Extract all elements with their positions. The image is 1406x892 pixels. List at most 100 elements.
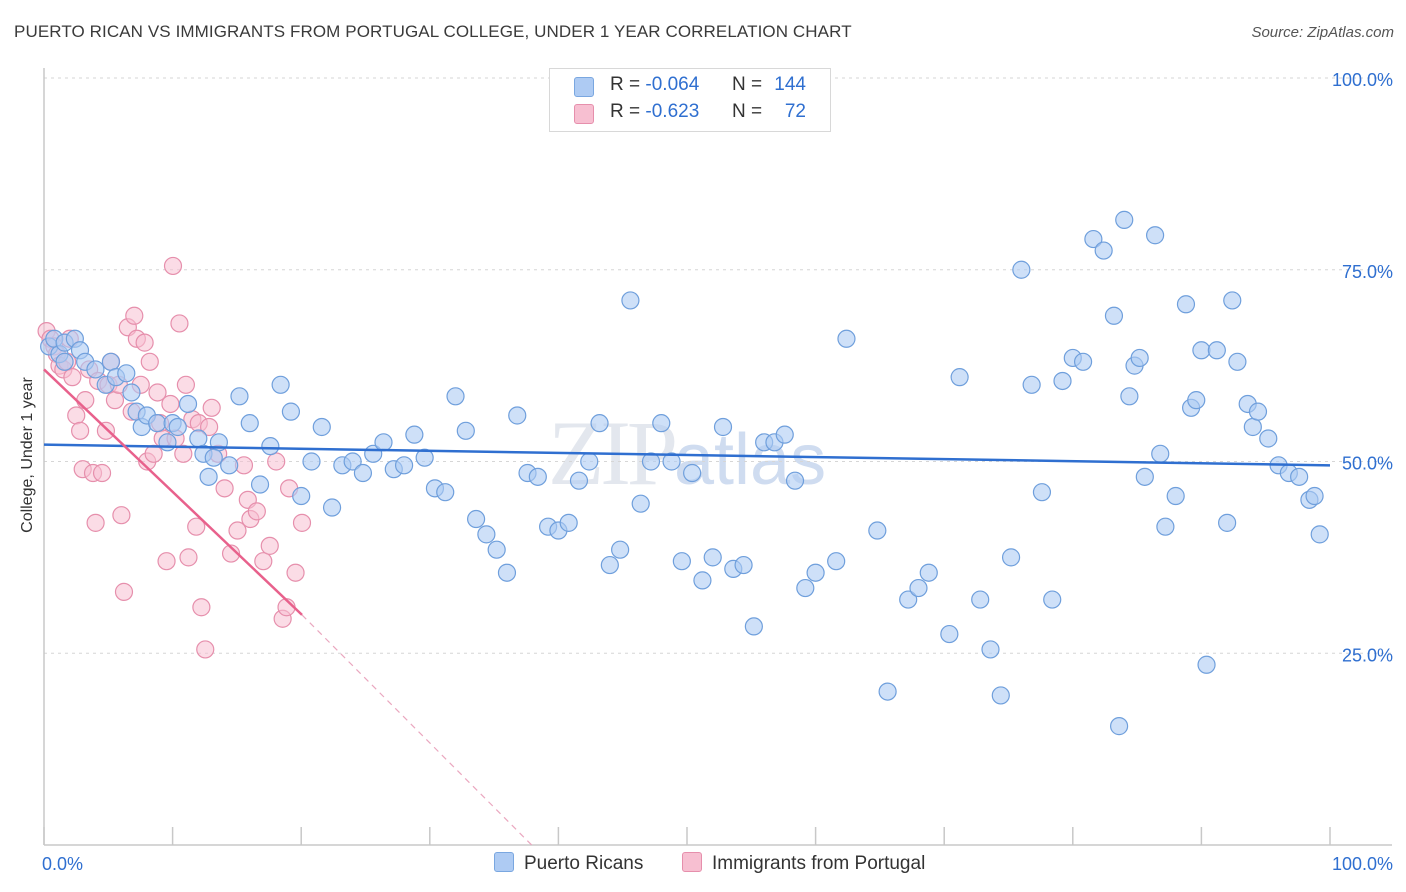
data-point-portugal — [157, 552, 176, 571]
data-point-puerto-rican — [1146, 226, 1165, 245]
data-point-puerto-rican — [950, 368, 969, 387]
data-point-puerto-rican — [713, 417, 733, 437]
bottom-legend-swatch-blue — [494, 852, 514, 872]
data-point-puerto-rican — [446, 387, 465, 406]
x-tick-label: 0.0% — [42, 854, 83, 874]
data-point-puerto-rican — [477, 525, 496, 544]
data-point-puerto-rican — [312, 417, 331, 437]
data-point-puerto-rican — [343, 452, 362, 471]
grid-lines — [44, 77, 1392, 654]
data-point-puerto-rican — [168, 417, 187, 437]
y-tick-label: 75.0% — [1342, 262, 1393, 282]
data-point-portugal — [125, 306, 144, 325]
y-tick-label: 50.0% — [1342, 454, 1393, 474]
data-point-portugal — [170, 314, 189, 333]
data-point-puerto-rican — [991, 686, 1010, 705]
data-point-puerto-rican — [827, 552, 846, 571]
data-point-puerto-rican — [1109, 717, 1129, 736]
data-point-puerto-rican — [497, 563, 517, 582]
data-point-puerto-rican — [101, 352, 120, 371]
data-point-puerto-rican — [1053, 371, 1072, 391]
legend-r-label: R = — [610, 74, 641, 95]
data-point-puerto-rican — [734, 555, 753, 575]
data-point-puerto-rican — [1012, 260, 1031, 279]
legend-n-value: 72 — [784, 101, 806, 122]
chart-source: Source: ZipAtlas.com — [1251, 24, 1394, 41]
data-point-puerto-rican — [1094, 241, 1113, 260]
data-point-portugal — [267, 452, 286, 471]
axes — [43, 68, 1392, 846]
data-point-puerto-rican — [240, 414, 259, 433]
bottom-legend-immigrants-from-portugal: Immigrants from Portugal — [682, 852, 925, 875]
data-point-puerto-rican — [909, 578, 928, 598]
data-point-puerto-rican — [899, 590, 918, 609]
data-point-puerto-rican — [590, 414, 609, 433]
data-point-puerto-rican — [1073, 352, 1093, 371]
data-point-puerto-rican — [86, 360, 105, 379]
legend-swatch-pink — [574, 104, 594, 124]
data-point-puerto-rican — [1022, 375, 1041, 394]
data-point-puerto-rican — [600, 555, 619, 575]
data-point-portugal — [114, 582, 134, 601]
data-point-portugal — [163, 256, 183, 276]
x-tick-label: 100.0% — [1332, 854, 1393, 874]
data-point-puerto-rican — [1228, 352, 1247, 371]
data-point-puerto-rican — [981, 640, 1000, 659]
data-point-puerto-rican — [744, 617, 763, 636]
data-point-puerto-rican — [652, 414, 671, 433]
bottom-legend-label: Immigrants from Portugal — [712, 853, 926, 874]
data-point-puerto-rican — [672, 552, 691, 571]
data-point-puerto-rican — [1032, 483, 1052, 502]
legend-n-label: N = — [732, 74, 763, 95]
data-point-portugal — [247, 502, 266, 521]
data-point-puerto-rican — [1043, 590, 1062, 609]
data-point-portugal — [96, 421, 116, 440]
data-point-portugal — [196, 640, 215, 659]
legend-n-value: 144 — [774, 74, 806, 95]
data-point-puerto-rican — [302, 452, 321, 471]
data-point-puerto-rican — [220, 456, 239, 475]
data-point-puerto-rican — [508, 406, 527, 425]
data-point-portugal — [174, 444, 193, 463]
data-point-puerto-rican — [1248, 402, 1268, 421]
data-point-puerto-rican — [415, 448, 434, 467]
data-point-puerto-rican — [199, 467, 218, 486]
data-point-portugal — [260, 536, 279, 555]
data-point-puerto-rican — [271, 375, 290, 394]
data-point-puerto-rican — [1176, 295, 1196, 314]
data-point-puerto-rican — [1130, 348, 1149, 368]
correlation-legend: R = -0.064 N = 144 R = -0.623 N = 72 — [549, 68, 831, 132]
data-point-portugal — [187, 517, 206, 536]
data-point-puerto-rican — [394, 456, 414, 475]
data-point-puerto-rican — [353, 463, 373, 483]
data-point-portugal — [202, 398, 221, 417]
data-point-portugal — [86, 513, 105, 532]
data-point-puerto-rican — [868, 521, 887, 540]
data-point-puerto-rican — [204, 448, 223, 467]
data-point-portugal — [148, 383, 167, 402]
data-point-puerto-rican — [559, 513, 578, 532]
data-point-portugal — [140, 352, 159, 371]
data-point-puerto-rican — [1115, 210, 1134, 229]
data-point-portugal — [67, 406, 86, 425]
legend-r-label: R = — [610, 101, 641, 122]
data-point-portugal — [292, 513, 312, 532]
data-point-portugal — [200, 417, 219, 437]
data-point-puerto-rican — [1218, 513, 1237, 532]
y-tick-label: 25.0% — [1342, 645, 1393, 665]
data-point-portugal — [135, 333, 154, 352]
data-point-puerto-rican — [837, 329, 856, 348]
data-point-puerto-rican — [806, 563, 825, 582]
data-point-puerto-rican — [1290, 467, 1309, 486]
data-point-puerto-rican — [487, 540, 506, 559]
data-point-puerto-rican — [1151, 444, 1170, 463]
trend-lines — [43, 368, 1331, 846]
data-point-puerto-rican — [117, 364, 136, 383]
data-point-puerto-rican — [662, 452, 681, 471]
data-point-puerto-rican — [281, 402, 301, 421]
data-point-portugal — [286, 563, 305, 582]
data-point-puerto-rican — [1084, 229, 1103, 249]
data-point-portugal — [105, 391, 125, 410]
data-point-puerto-rican — [796, 578, 815, 598]
data-point-puerto-rican — [1259, 429, 1278, 448]
